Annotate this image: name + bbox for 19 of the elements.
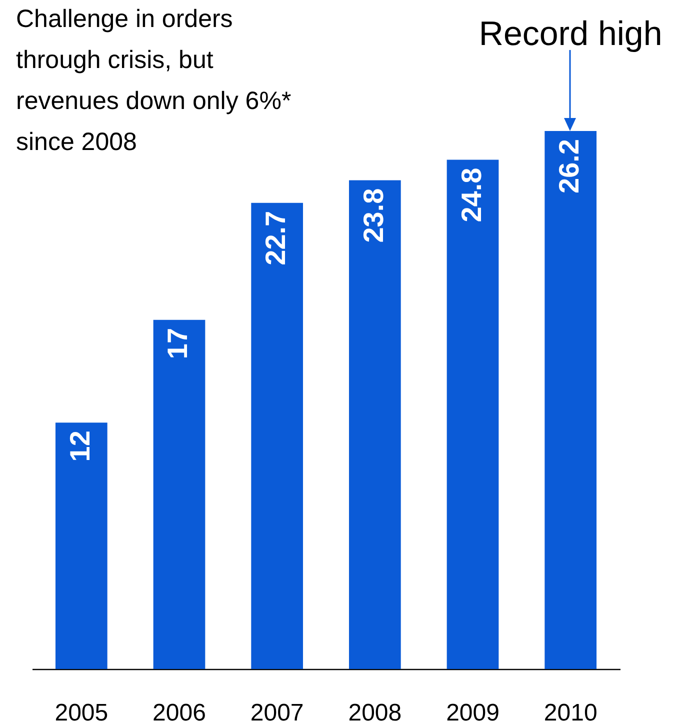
x-tick-label: 2009: [446, 700, 500, 726]
data-label: 26.2: [554, 139, 585, 194]
bar: [348, 180, 401, 669]
x-tick-label: 2007: [250, 700, 304, 726]
annotation: Record high: [478, 15, 662, 53]
x-tick-label: 2006: [152, 700, 206, 726]
x-tick-label: 2005: [54, 700, 108, 726]
bar: [446, 160, 499, 669]
bar: [55, 422, 108, 669]
x-tick-label: 2008: [348, 700, 402, 726]
data-label: 24.8: [456, 168, 487, 222]
bar: [153, 320, 206, 669]
annotation: Challenge in orders through crisis, but revenues down only 6%* since 2008: [16, 5, 292, 156]
bar: [251, 202, 304, 669]
x-tick-label: 2010: [544, 700, 598, 726]
data-label: 12: [64, 430, 96, 462]
data-label: 22.7: [260, 210, 292, 266]
data-label: 17: [162, 328, 194, 360]
data-label: 23.8: [358, 188, 389, 243]
